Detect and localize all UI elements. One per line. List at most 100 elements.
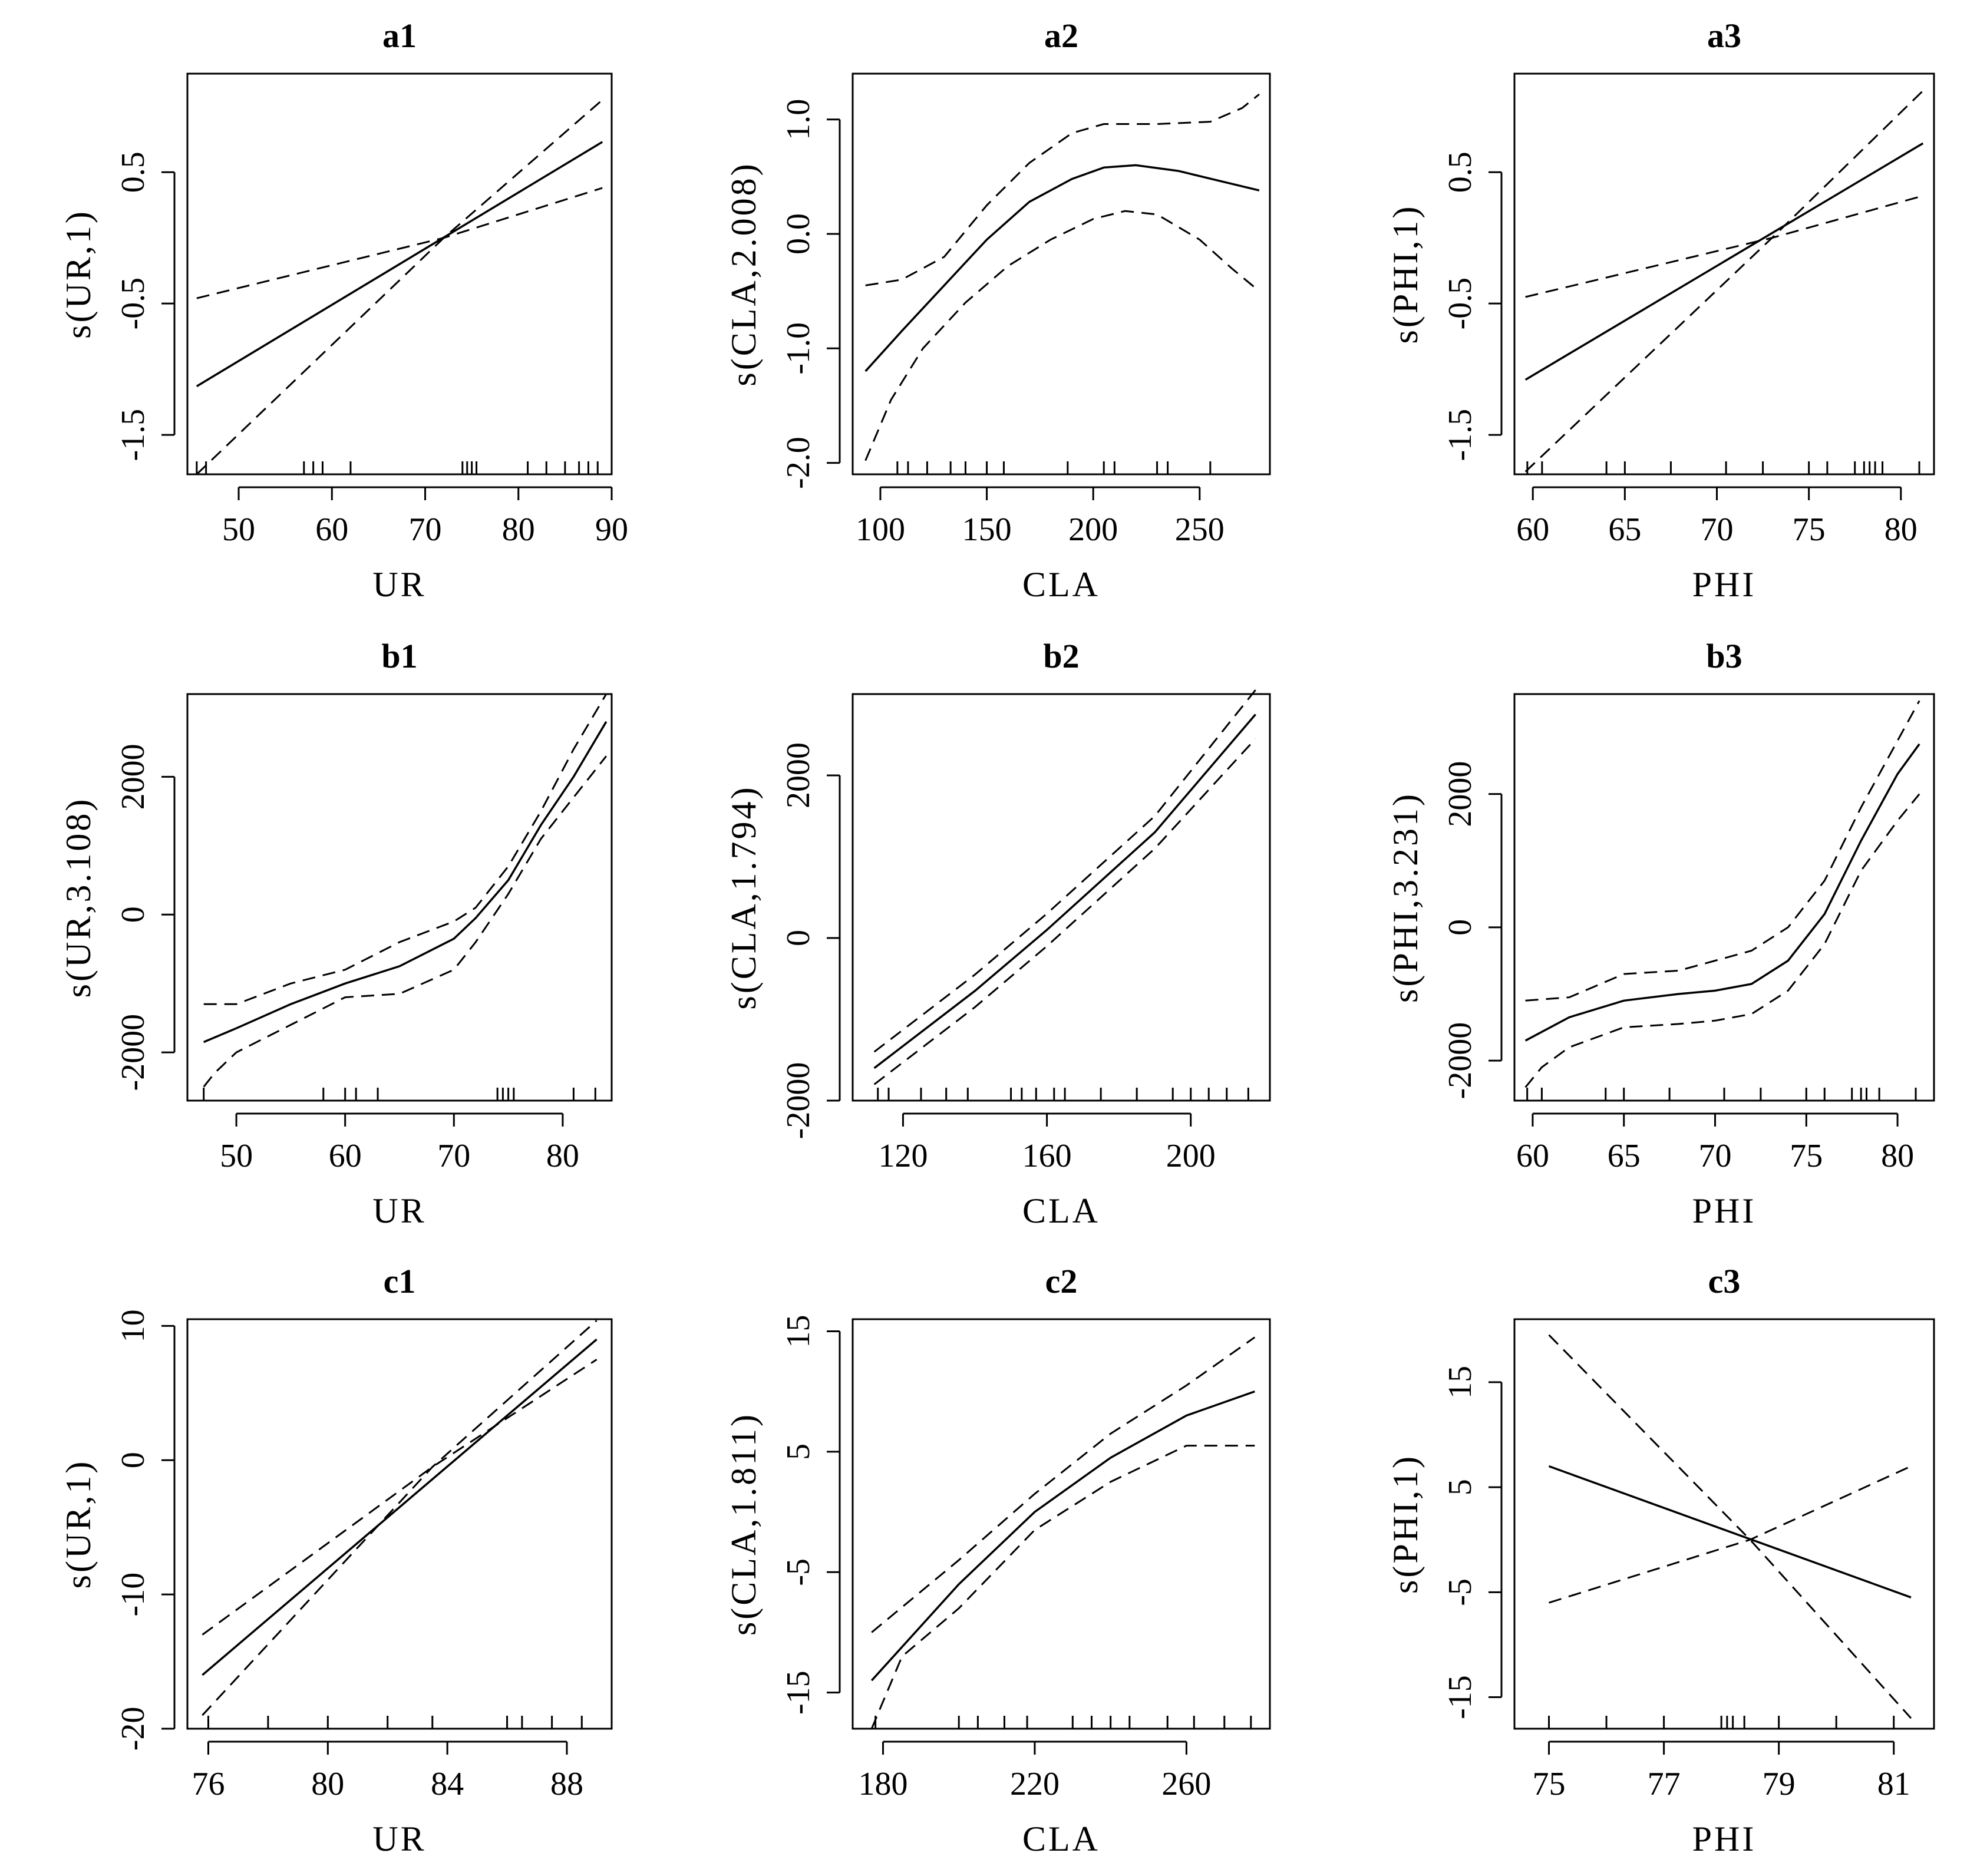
x-tick-label: 70 [1699, 1138, 1732, 1174]
y-axis: -2000 0 2000 s(UR,3.108) [59, 744, 176, 1091]
series-upper [1548, 1334, 1912, 1719]
series-upper [865, 93, 1260, 286]
x-axis: 75 77 79 81 PHI [1533, 1740, 1910, 1858]
y-axis: -15 -5 5 15 s(PHI,1) [1386, 1366, 1503, 1719]
x-tick-label: 77 [1648, 1766, 1681, 1802]
panel-b2: b2 120 160 200 CLA -2000 0 2000 s(CLA,1.794) [724, 637, 1271, 1230]
series-fit [1524, 743, 1920, 1042]
x-tick-label: 65 [1608, 511, 1641, 548]
y-tick-label: -2000 [115, 1014, 151, 1091]
panel-title: c2 [1045, 1262, 1078, 1300]
x-tick-label: 76 [192, 1766, 225, 1802]
series-lower [1524, 90, 1924, 473]
y-axis: -15 -5 5 15 s(CLA,1.811) [724, 1314, 841, 1715]
y-axis: -2000 0 2000 s(CLA,1.794) [724, 742, 841, 1140]
series-upper [203, 693, 608, 1005]
x-tick-label: 220 [1010, 1766, 1060, 1802]
series-fit [196, 141, 603, 388]
y-tick-label: 0 [1442, 919, 1478, 936]
x-tick-label: 250 [1175, 511, 1225, 548]
y-axis-label: s(UR,1) [59, 1459, 98, 1589]
y-tick-label: -2000 [780, 1062, 817, 1140]
x-tick-label: 60 [315, 511, 348, 548]
rug [203, 1088, 596, 1101]
panel-title: b1 [381, 637, 417, 675]
y-tick-label: -15 [1442, 1675, 1478, 1719]
x-tick-label: 50 [220, 1138, 253, 1174]
x-axis-label: PHI [1692, 1819, 1757, 1858]
x-axis-label: CLA [1022, 1819, 1100, 1858]
x-tick-label: 79 [1763, 1766, 1796, 1802]
x-axis-label: UR [372, 565, 426, 604]
y-tick-label: 0.5 [1442, 151, 1478, 193]
series-upper [202, 1359, 598, 1636]
y-tick-label: 15 [780, 1314, 817, 1347]
panel-title: b3 [1706, 637, 1742, 675]
y-tick-label: 2000 [1442, 761, 1478, 827]
y-tick-label: -1.5 [1442, 409, 1478, 461]
plot-frame [1513, 72, 1935, 475]
series-upper [196, 187, 603, 299]
y-tick-label: -2000 [1442, 1022, 1478, 1099]
panel-c1: c1 76 80 84 88 UR -20 -10 0 10 s(UR,1) [59, 1262, 613, 1858]
y-axis-label: s(UR,1) [59, 209, 98, 339]
y-tick-label: -1.0 [780, 322, 817, 375]
y-tick-label: -2.0 [780, 437, 817, 489]
panel-title: c3 [1708, 1262, 1741, 1300]
series-lower [203, 755, 607, 1088]
y-tick-label: 0.0 [780, 213, 817, 255]
y-tick-label: -15 [780, 1670, 817, 1715]
x-tick-label: 180 [858, 1766, 907, 1802]
series-fit [864, 164, 1260, 372]
y-tick-label: -5 [1442, 1578, 1478, 1606]
x-tick-label: 75 [1533, 1766, 1566, 1802]
y-tick-label: 10 [115, 1309, 151, 1342]
plot-frame [852, 1318, 1271, 1730]
x-tick-label: 260 [1161, 1766, 1211, 1802]
y-tick-label: 0.5 [115, 151, 151, 193]
panel-a1: a1 50 60 70 80 90 UR -1.5 -0.5 0.5 s(UR,1) [59, 16, 628, 604]
x-tick-label: 75 [1793, 511, 1826, 548]
x-tick-label: 60 [1516, 1138, 1549, 1174]
x-tick-label: 200 [1068, 511, 1118, 548]
y-tick-label: 0 [780, 930, 817, 946]
x-axis-label: UR [372, 1819, 426, 1858]
panel-title: c1 [384, 1262, 416, 1300]
y-axis: -1.5 -0.5 0.5 s(UR,1) [59, 151, 176, 461]
y-axis-label: s(CLA,1.811) [724, 1412, 763, 1636]
y-tick-label: -0.5 [115, 278, 151, 330]
y-axis-label: s(CLA,2.008) [724, 161, 763, 386]
x-axis-label: UR [372, 1191, 426, 1230]
x-tick-label: 70 [1701, 511, 1734, 548]
rug [877, 1088, 1249, 1101]
x-tick-label: 160 [1022, 1138, 1072, 1174]
panel-a2: a2 100 150 200 250 CLA -2.0 -1.0 0.0 1.0 s(CLA,2.0… [724, 16, 1271, 604]
y-axis-label: s(PHI,1) [1386, 1454, 1425, 1594]
series-upper [873, 689, 1256, 1053]
series-fit [870, 1390, 1255, 1682]
panel-b3: b3 60 65 70 75 80 PHI -2000 0 2000 s(PHI,3.231) [1386, 637, 1935, 1230]
x-axis: 120 160 200 CLA [878, 1112, 1216, 1230]
y-tick-label: 0 [115, 906, 151, 923]
x-axis: 180 220 260 CLA [858, 1740, 1211, 1858]
x-tick-label: 84 [431, 1766, 464, 1802]
x-axis: 76 80 84 88 UR [192, 1740, 583, 1858]
y-axis-label: s(UR,3.108) [59, 797, 98, 998]
y-axis: -1.5 -0.5 0.5 s(PHI,1) [1386, 151, 1503, 461]
x-tick-label: 60 [1516, 511, 1549, 548]
y-axis: -20 -10 0 10 s(UR,1) [59, 1309, 176, 1751]
plot-frame [186, 72, 613, 475]
series-lower [870, 1445, 1255, 1729]
rug [207, 1716, 583, 1729]
plot-frame [1513, 693, 1935, 1102]
panel-title: a3 [1707, 16, 1741, 55]
series-lower [873, 738, 1256, 1085]
x-tick-label: 120 [878, 1138, 928, 1174]
series-lower [1549, 1465, 1912, 1604]
series-upper [1525, 194, 1923, 298]
x-tick-label: 90 [595, 511, 628, 548]
x-tick-label: 80 [1881, 1138, 1914, 1174]
series-lower [864, 210, 1260, 461]
series-fit [1524, 142, 1924, 381]
